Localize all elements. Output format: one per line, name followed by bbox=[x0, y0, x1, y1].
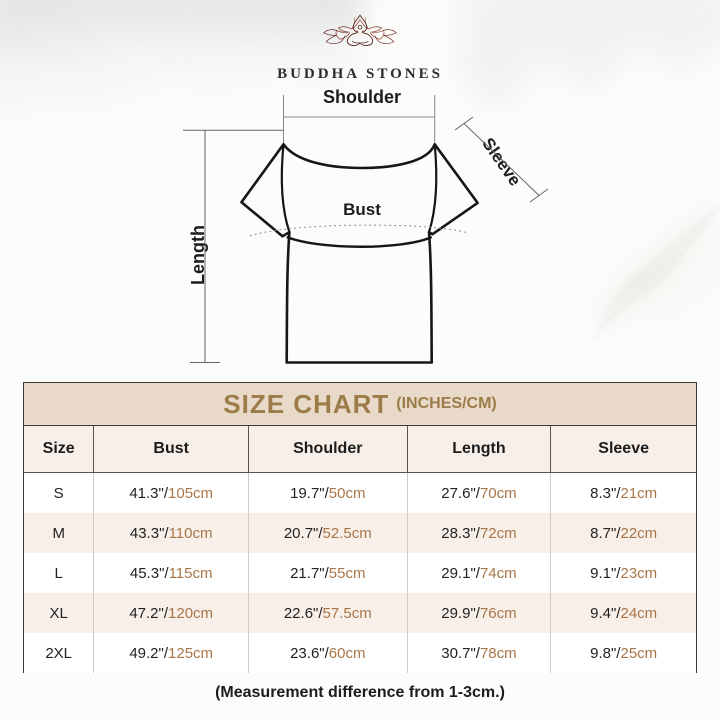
svg-text:Sleeve: Sleeve bbox=[478, 134, 524, 189]
svg-text:Shoulder: Shoulder bbox=[323, 87, 401, 107]
svg-text:Bust: Bust bbox=[343, 200, 381, 219]
